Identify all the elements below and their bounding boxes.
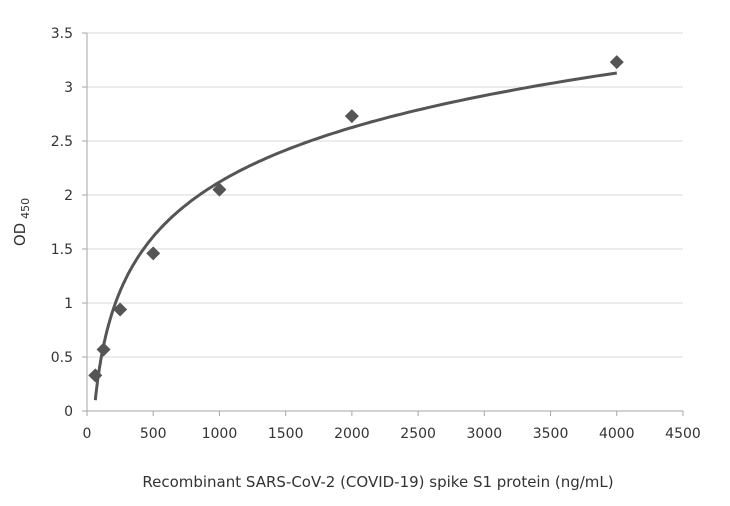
data-point [344, 109, 359, 124]
data-point [88, 368, 103, 383]
x-tick-label: 2000 [334, 426, 370, 442]
x-axis-label: Recombinant SARS-CoV-2 (COVID-19) spike … [142, 473, 613, 491]
y-tick-label: 2 [64, 188, 73, 204]
axes [82, 32, 684, 416]
y-tick-label: 3.5 [51, 26, 73, 42]
y-tick-label: 0 [64, 404, 73, 420]
x-tick-label: 3000 [467, 426, 503, 442]
x-tick-label: 4500 [665, 426, 701, 442]
y-tick-label: 0.5 [51, 350, 73, 366]
y-tick-label: 1.5 [51, 242, 73, 258]
trendline [93, 71, 618, 401]
data-point [146, 246, 161, 261]
y-tick-label: 3 [64, 80, 73, 96]
x-tick-label: 1000 [202, 426, 238, 442]
x-tick-label: 3500 [533, 426, 569, 442]
x-tick-label: 4000 [599, 426, 635, 442]
y-tick-label: 1 [64, 296, 73, 312]
x-tick-label: 0 [83, 426, 92, 442]
data-points [88, 55, 624, 383]
x-tick-label: 2500 [400, 426, 436, 442]
x-tick-label: 500 [140, 426, 167, 442]
data-point [113, 302, 128, 317]
y-axis-label-subscript: 450 [19, 198, 32, 219]
gridlines [87, 32, 683, 358]
y-tick-label: 2.5 [51, 134, 73, 150]
data-point [212, 182, 227, 197]
x-tick-label: 1500 [268, 426, 304, 442]
data-point [609, 55, 624, 70]
x-tick-labels: 0 500 1000 1500 2000 2500 3000 3500 4000 4500 [83, 426, 701, 442]
data-point [96, 342, 111, 357]
y-tick-labels: 0 0.5 1 1.5 2 2.5 3 3.5 [51, 26, 73, 420]
y-axis-label: OD450 [11, 198, 32, 246]
